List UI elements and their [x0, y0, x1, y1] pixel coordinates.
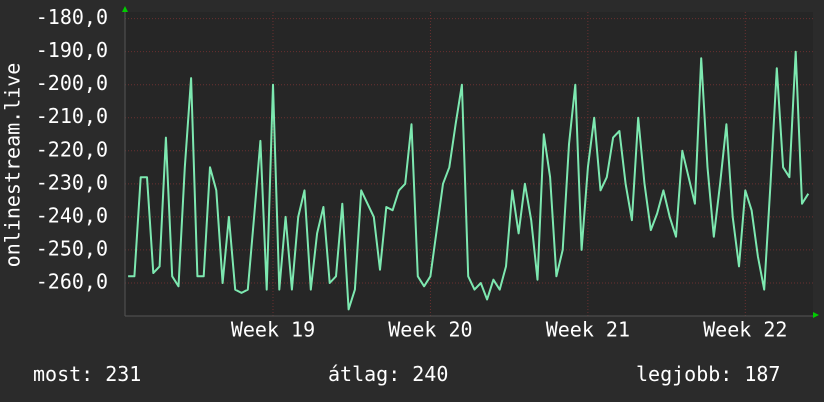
stat-label: most: — [33, 362, 93, 386]
plot-area — [125, 12, 813, 316]
x-tick-label: Week 21 — [546, 318, 630, 342]
x-tick-label: Week 19 — [231, 318, 315, 342]
stat: most: 231 — [33, 362, 141, 386]
y-axis-arrow — [122, 6, 128, 12]
y-axis-title: onlinestream.live — [1, 63, 25, 268]
y-tick-label: -250,0 — [36, 236, 108, 260]
stat-value: 231 — [105, 362, 141, 386]
y-tick-label: -180,0 — [36, 5, 108, 29]
stat: legjobb: 187 — [636, 362, 780, 386]
stat-label: átlag: — [328, 362, 400, 386]
y-tick-label: -220,0 — [36, 137, 108, 161]
stat-label: legjobb: — [636, 362, 732, 386]
x-tick-label: Week 22 — [703, 318, 787, 342]
x-axis-arrow — [813, 312, 819, 318]
y-tick-label: -260,0 — [36, 269, 108, 293]
y-tick-label: -240,0 — [36, 203, 108, 227]
y-tick-label: -200,0 — [36, 71, 108, 95]
stat-value: 240 — [412, 362, 448, 386]
y-tick-label: -230,0 — [36, 170, 108, 194]
stat: átlag: 240 — [328, 362, 448, 386]
data-line — [128, 50, 810, 311]
y-tick-label: -190,0 — [36, 38, 108, 62]
stat-value: 187 — [744, 362, 780, 386]
x-tick-label: Week 20 — [388, 318, 472, 342]
y-tick-label: -210,0 — [36, 104, 108, 128]
